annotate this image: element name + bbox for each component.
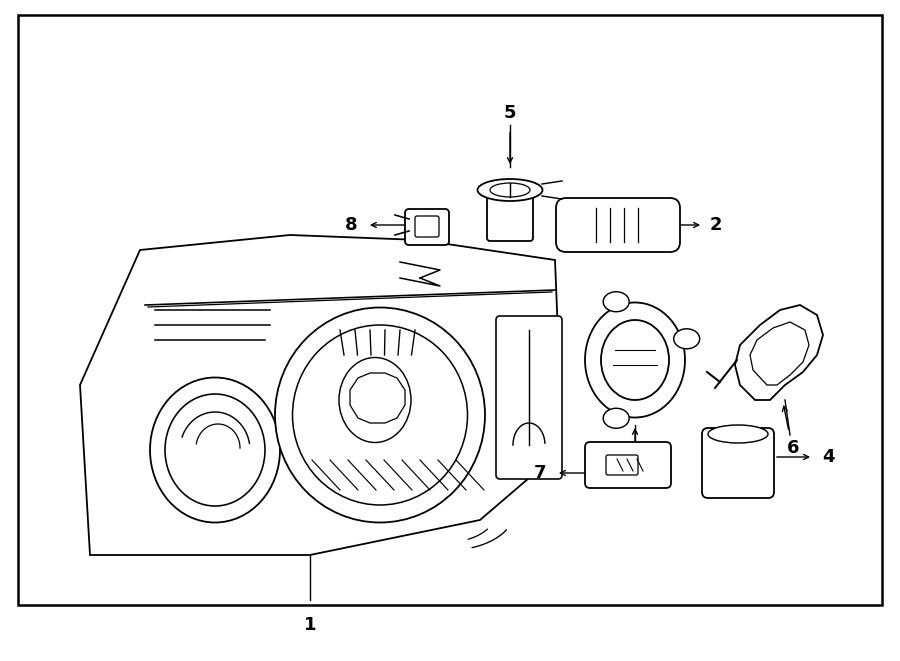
Ellipse shape xyxy=(150,377,280,522)
Polygon shape xyxy=(735,305,823,400)
Ellipse shape xyxy=(490,183,530,197)
Ellipse shape xyxy=(165,394,265,506)
Ellipse shape xyxy=(708,425,768,443)
Polygon shape xyxy=(750,322,809,385)
Text: 4: 4 xyxy=(822,448,834,466)
Polygon shape xyxy=(350,373,405,423)
Ellipse shape xyxy=(339,358,411,442)
Ellipse shape xyxy=(674,329,699,349)
Polygon shape xyxy=(80,235,560,555)
Text: 3: 3 xyxy=(629,466,641,484)
FancyBboxPatch shape xyxy=(415,216,439,237)
Text: 7: 7 xyxy=(534,464,546,482)
Text: 8: 8 xyxy=(345,216,357,234)
Ellipse shape xyxy=(585,303,685,418)
Ellipse shape xyxy=(292,325,467,505)
FancyBboxPatch shape xyxy=(556,198,680,252)
FancyBboxPatch shape xyxy=(496,316,562,479)
Ellipse shape xyxy=(603,408,629,428)
Ellipse shape xyxy=(601,320,669,400)
FancyBboxPatch shape xyxy=(405,209,449,245)
Ellipse shape xyxy=(603,292,629,312)
FancyBboxPatch shape xyxy=(606,455,638,475)
Text: 2: 2 xyxy=(710,216,722,234)
Text: 5: 5 xyxy=(504,104,517,122)
FancyBboxPatch shape xyxy=(585,442,671,488)
Ellipse shape xyxy=(478,179,543,201)
FancyBboxPatch shape xyxy=(702,428,774,498)
FancyBboxPatch shape xyxy=(487,187,533,241)
Text: 6: 6 xyxy=(787,439,799,457)
Ellipse shape xyxy=(275,307,485,522)
Text: 1: 1 xyxy=(304,616,316,634)
Bar xyxy=(18,15,882,605)
